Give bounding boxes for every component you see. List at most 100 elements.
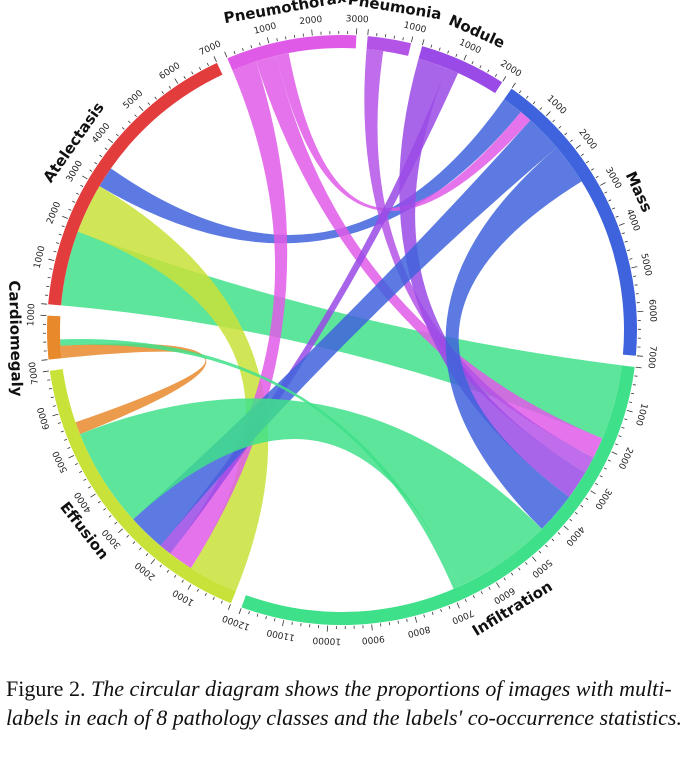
tick-mark	[629, 401, 633, 403]
tick-label: 2000	[45, 200, 63, 225]
tick-mark	[525, 95, 529, 99]
tick-mark	[552, 119, 556, 123]
tick-mark	[636, 355, 643, 357]
tick-mark	[238, 608, 242, 615]
tick-mark	[632, 384, 636, 386]
tick-mark	[47, 379, 51, 381]
tick-mark	[213, 56, 217, 63]
tick-mark	[174, 574, 177, 578]
tick-mark	[233, 51, 236, 55]
tick-mark	[90, 493, 96, 498]
tick-mark	[285, 36, 287, 40]
tick-mark	[48, 388, 52, 390]
tick-mark	[494, 73, 498, 77]
tick-mark	[406, 618, 408, 622]
tick-mark	[88, 486, 91, 489]
tick-mark	[147, 102, 151, 106]
tick-mark	[496, 582, 500, 588]
tick-mark	[134, 114, 137, 118]
tick-mark	[138, 106, 144, 111]
tick-label: 6000	[36, 406, 52, 431]
tick-mark	[273, 618, 276, 622]
tick-mark	[393, 35, 396, 39]
tick-label: 7000	[28, 361, 41, 385]
tick-mark	[480, 591, 483, 595]
tick-mark	[607, 459, 611, 462]
tick-mark	[611, 451, 618, 455]
tick-mark	[411, 36, 414, 43]
tick-mark	[150, 558, 156, 565]
tick-mark	[618, 435, 622, 438]
tick-mark	[72, 200, 76, 203]
tick-mark	[196, 588, 199, 592]
tick-label: 4000	[563, 524, 586, 548]
tick-mark	[447, 50, 450, 54]
tick-label: 1000	[33, 245, 48, 270]
tick-mark	[397, 620, 399, 624]
ribbon-nodule-infiltration	[399, 58, 586, 497]
tick-mark	[371, 624, 373, 631]
tick-mark	[618, 222, 625, 226]
tick-mark	[503, 577, 506, 581]
tick-mark	[551, 538, 555, 542]
tick-mark	[511, 82, 516, 88]
tick-mark	[103, 508, 107, 511]
tick-mark	[575, 144, 581, 149]
tick-mark	[114, 521, 118, 525]
tick-label: 1000	[633, 402, 649, 427]
tick-mark	[574, 511, 578, 515]
tick-mark	[431, 611, 434, 615]
tick-mark	[464, 598, 467, 603]
tick-mark	[456, 602, 460, 609]
tick-mark	[181, 579, 184, 583]
tick-mark	[545, 544, 548, 548]
tick-mark	[633, 275, 637, 277]
tick-mark	[191, 71, 194, 75]
tick-mark	[595, 482, 599, 486]
tick-mark	[174, 78, 179, 84]
tick-mark	[590, 168, 594, 171]
tick-mark	[259, 42, 261, 46]
tick-label: 7000	[645, 345, 657, 369]
tick-mark	[206, 62, 209, 66]
tick-mark	[422, 39, 425, 46]
tick-label: 2000	[299, 15, 323, 27]
tick-label: 5000	[638, 253, 653, 278]
tick-label: 1000	[171, 587, 196, 607]
tick-mark	[615, 443, 619, 446]
tick-mark	[531, 556, 537, 562]
tick-mark	[50, 396, 54, 399]
tick-mark	[145, 553, 149, 557]
tick-mark	[68, 208, 72, 211]
tick-label: 7000	[198, 39, 223, 58]
tick-label: 3000	[592, 486, 613, 511]
tick-mark	[612, 207, 616, 210]
tick-mark	[68, 455, 75, 459]
tick-label: 12000	[221, 612, 252, 631]
tick-mark	[62, 215, 68, 219]
tick-mark	[89, 169, 93, 172]
tick-mark	[48, 258, 55, 261]
tick-mark	[76, 192, 80, 195]
tick-mark	[41, 359, 48, 361]
tick-mark	[187, 584, 192, 590]
tick-label: 2000	[576, 128, 598, 152]
tick-mark	[624, 240, 628, 243]
tick-mark	[538, 550, 542, 554]
tick-mark	[631, 392, 635, 395]
tick-mark	[564, 132, 568, 136]
ribbon-infiltration-effusion	[79, 398, 542, 587]
tick-label: 6000	[646, 299, 657, 323]
tick-mark	[463, 54, 467, 61]
tick-mark	[57, 422, 61, 424]
tick-mark	[621, 232, 625, 235]
tick-mark	[198, 67, 202, 71]
class-label-cardiomegaly: Cardiomegaly	[5, 280, 26, 397]
tick-label: 1000	[402, 21, 427, 36]
tick-mark	[183, 76, 186, 79]
tick-mark	[168, 85, 172, 89]
tick-mark	[580, 153, 584, 156]
tick-label: 10000	[312, 634, 341, 645]
tick-mark	[608, 199, 612, 202]
tick-mark	[166, 569, 170, 573]
